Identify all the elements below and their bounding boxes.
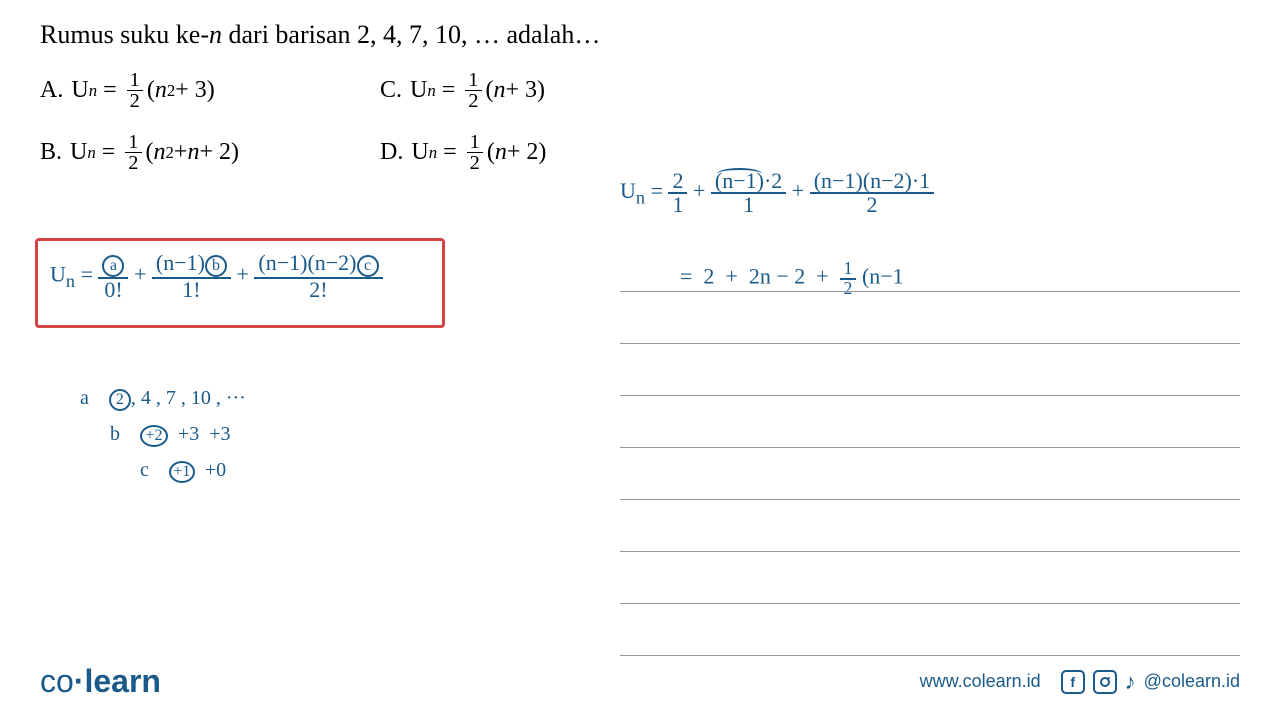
writing-line <box>620 396 1240 448</box>
option-d-formula: Un = 12(n + 2) <box>411 132 546 174</box>
handwritten-calculation-1: Un = 21 + (n−1)·21 + (n−1)(n−2)·12 <box>620 170 934 216</box>
option-a-label: A. <box>40 77 63 104</box>
footer-right: www.colearn.id f ♪ @colearn.id <box>920 669 1240 695</box>
option-a: A. Un = 12(n2 + 3) <box>40 70 340 112</box>
option-c-label: C. <box>380 77 402 104</box>
writing-line <box>620 500 1240 552</box>
instagram-icon <box>1093 670 1117 694</box>
footer-url: www.colearn.id <box>920 671 1041 692</box>
option-d: D. Un = 12(n + 2) <box>380 132 680 174</box>
writing-line <box>620 240 1240 292</box>
question-variable: n <box>209 20 222 49</box>
colearn-logo: co·learn <box>40 663 161 700</box>
question-prefix: Rumus suku ke- <box>40 20 209 49</box>
option-b: B. Un = 12(n2 + n + 2) <box>40 132 340 174</box>
sequence-differences: a 2, 4 , 7 , 10 , ··· b +2 +3 +3 c +1 +0 <box>80 380 246 488</box>
tiktok-icon: ♪ <box>1125 669 1136 695</box>
writing-line <box>620 344 1240 396</box>
logo-co: co <box>40 663 74 699</box>
footer: co·learn www.colearn.id f ♪ @colearn.id <box>0 663 1280 700</box>
lined-paper-area <box>620 240 1240 656</box>
option-c-formula: Un = 12(n + 3) <box>410 70 545 112</box>
option-b-label: B. <box>40 139 62 166</box>
options-grid: A. Un = 12(n2 + 3) C. Un = 12(n + 3) B. … <box>40 70 1240 174</box>
logo-learn: learn <box>84 663 160 699</box>
question-suffix: dari barisan 2, 4, 7, 10, … adalah… <box>222 20 600 49</box>
option-a-formula: Un = 12(n2 + 3) <box>71 70 214 112</box>
question-text: Rumus suku ke-n dari barisan 2, 4, 7, 10… <box>40 20 1240 50</box>
handwritten-general-formula: Un = a0! + (n−1)b1! + (n−1)(n−2)c2! <box>50 252 383 301</box>
sequence-row-a: a 2, 4 , 7 , 10 , ··· <box>80 380 246 416</box>
sequence-row-c: c +1 +0 <box>140 452 246 488</box>
social-icons: f ♪ @colearn.id <box>1061 669 1240 695</box>
social-handle: @colearn.id <box>1144 671 1240 692</box>
option-d-label: D. <box>380 139 403 166</box>
sequence-row-b: b +2 +3 +3 <box>110 416 246 452</box>
writing-line <box>620 448 1240 500</box>
facebook-icon: f <box>1061 670 1085 694</box>
writing-line <box>620 604 1240 656</box>
option-c: C. Un = 12(n + 3) <box>380 70 680 112</box>
option-b-formula: Un = 12(n2 + n + 2) <box>70 132 239 174</box>
writing-line <box>620 552 1240 604</box>
writing-line <box>620 292 1240 344</box>
